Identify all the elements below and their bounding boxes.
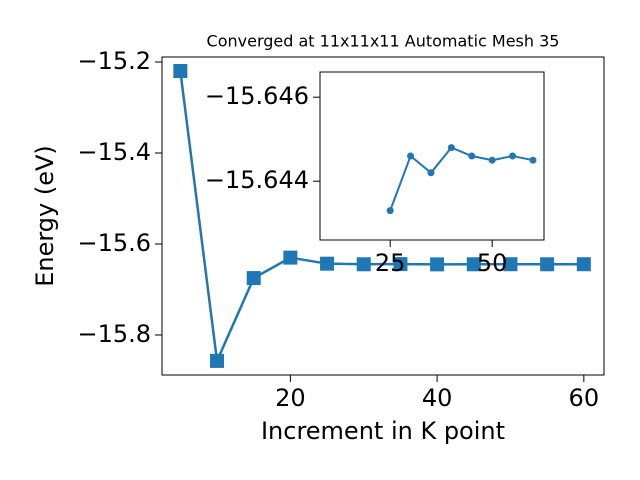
axes-background [320,72,544,240]
marker [356,257,371,272]
chart-title: Converged at 11x11x11 Automatic Mesh 35 [207,32,560,51]
marker [210,353,225,368]
y-tick-label: −15.6 [77,229,151,257]
y-tick-label: −15.644 [205,166,309,194]
marker [407,152,415,160]
marker [540,257,555,272]
marker [430,257,445,272]
x-axis-label: Increment in K point [261,417,505,445]
x-tick-label: 60 [569,384,600,412]
y-tick-label: −15.2 [77,47,151,75]
marker [427,169,435,177]
marker [488,156,496,164]
marker [466,257,481,272]
y-axis-label: Energy (eV) [31,145,59,287]
axes-frame [319,71,545,241]
x-tick-label: 40 [422,384,453,412]
axes-frame [161,56,605,376]
marker [320,256,335,271]
y-tick-label: −15.8 [77,320,151,348]
marker [447,144,455,152]
marker [509,152,517,160]
marker [393,257,408,272]
y-tick-label: −15.4 [77,138,151,166]
plot-area [173,64,591,368]
plot-area [386,144,537,215]
x-tick-label: 25 [375,249,406,277]
marker [503,257,518,272]
x-tick-label: 20 [275,384,306,412]
marker [468,152,476,160]
marker [246,271,261,286]
marker [173,64,188,79]
marker [386,207,394,215]
marker [529,156,537,164]
x-tick-label: 50 [477,249,508,277]
marker [283,250,298,265]
marker [576,257,591,272]
y-tick-label: −15.646 [205,82,309,110]
